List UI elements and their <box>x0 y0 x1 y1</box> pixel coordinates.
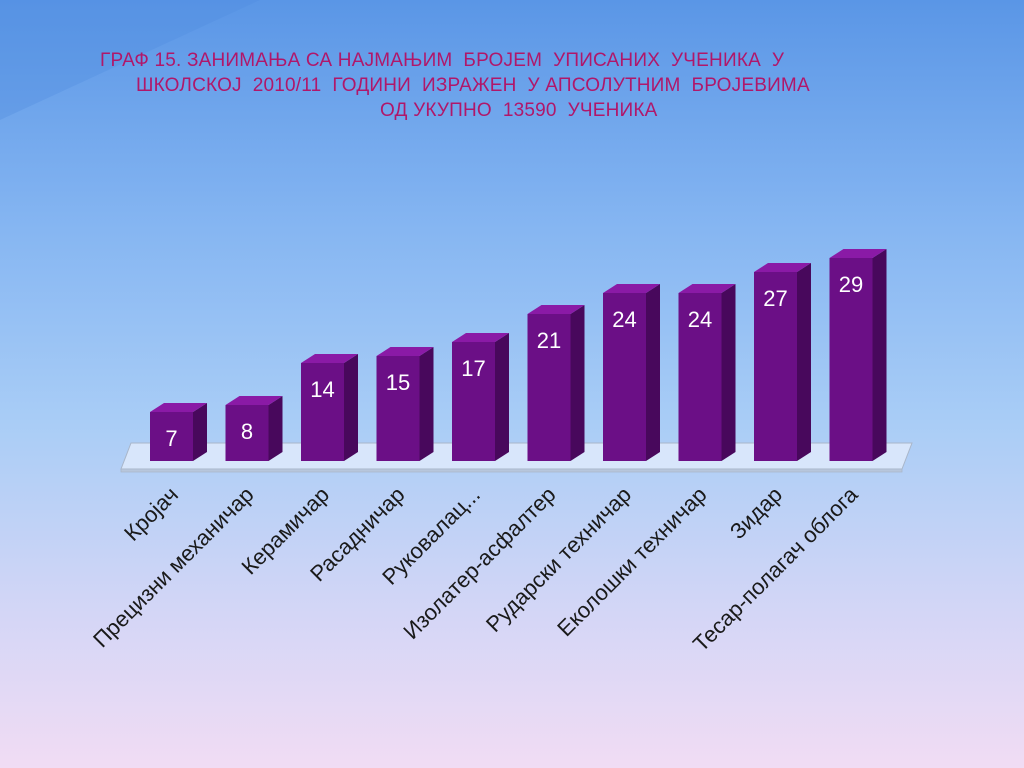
bar-side <box>268 396 283 461</box>
bar-front <box>376 356 420 461</box>
bar-top <box>452 333 509 342</box>
bar-front <box>150 412 193 461</box>
bar-top <box>225 396 283 405</box>
bar <box>150 403 207 461</box>
bar-front <box>603 293 646 461</box>
category-label: Рударски техничар <box>481 482 636 637</box>
bar-value-label: 24 <box>688 307 712 332</box>
bar-front <box>301 363 344 461</box>
bar-front <box>678 293 722 461</box>
bar-side <box>872 249 887 461</box>
bar-top <box>527 305 585 314</box>
bar-front <box>452 342 495 461</box>
bar-value-label: 14 <box>310 377 334 402</box>
chart-title: ГРАФ 15. ЗАНИМАЊА СА НАЈМАЊИМ БРОЈЕМ УПИ… <box>60 48 990 123</box>
bar <box>527 305 585 461</box>
bar-front <box>225 405 269 461</box>
bar-value-label: 7 <box>165 426 177 451</box>
bar-front <box>754 272 797 461</box>
bar-value-label: 21 <box>537 328 561 353</box>
bar <box>603 284 660 461</box>
bar-value-label: 8 <box>241 419 253 444</box>
bar-side <box>344 354 358 461</box>
bar <box>376 347 434 461</box>
chart-title-line-1: ГРАФ 15. ЗАНИМАЊА СА НАЈМАЊИМ БРОЈЕМ УПИ… <box>100 50 785 71</box>
bar-front <box>527 314 571 461</box>
bar-value-label: 15 <box>386 370 410 395</box>
bar <box>301 354 358 461</box>
bar-front <box>829 258 873 461</box>
floor-edge <box>120 468 903 473</box>
category-label: Зидар <box>725 482 787 544</box>
bar-side <box>419 347 434 461</box>
bar-top <box>678 284 736 293</box>
bar-top <box>754 263 811 272</box>
bar-top <box>150 403 207 412</box>
bar-value-label: 27 <box>763 286 787 311</box>
bar <box>754 263 811 461</box>
bar <box>829 249 887 461</box>
bar-side <box>797 263 811 461</box>
category-label: Еколошки техничар <box>552 482 711 641</box>
bar-top <box>376 347 434 356</box>
category-label: Кројач <box>119 482 183 546</box>
chart-title-line-3: ОД УКУПНО 13590 УЧЕНИКА <box>380 100 658 121</box>
bar-value-label: 24 <box>612 307 636 332</box>
bar-side <box>495 333 509 461</box>
bar-top <box>301 354 358 363</box>
bar-top <box>603 284 660 293</box>
bar-side <box>193 403 207 461</box>
bar <box>452 333 509 461</box>
bar <box>225 396 283 461</box>
bar-top <box>829 249 887 258</box>
bars-group <box>150 249 887 461</box>
value-labels-group: 7 8 14 15 17 21 24 24 27 29 <box>165 272 863 451</box>
chart-title-line-2: ШКОЛСКОЈ 2010/11 ГОДИНИ ИЗРАЖЕН У АПСОЛУ… <box>136 75 810 96</box>
bar-side <box>721 284 736 461</box>
bar-value-label: 17 <box>461 356 485 381</box>
bar-side <box>646 284 660 461</box>
bar <box>678 284 736 461</box>
bar-value-label: 29 <box>839 272 863 297</box>
background-corner-shape <box>0 0 260 120</box>
bar-side <box>570 305 585 461</box>
